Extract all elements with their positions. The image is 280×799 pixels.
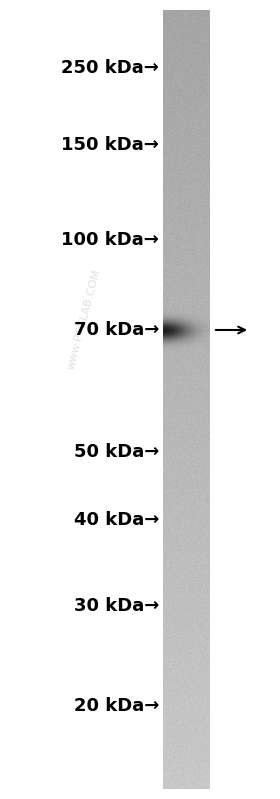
Text: 30 kDa→: 30 kDa→ (74, 597, 159, 615)
Text: 50 kDa→: 50 kDa→ (74, 443, 159, 461)
Text: 250 kDa→: 250 kDa→ (61, 59, 159, 77)
Text: 150 kDa→: 150 kDa→ (61, 136, 159, 154)
Text: 70 kDa→: 70 kDa→ (74, 321, 159, 339)
Text: 40 kDa→: 40 kDa→ (74, 511, 159, 529)
Text: 20 kDa→: 20 kDa→ (74, 697, 159, 715)
Text: 100 kDa→: 100 kDa→ (61, 231, 159, 249)
Text: www.PTGLAB.COM: www.PTGLAB.COM (66, 268, 102, 371)
